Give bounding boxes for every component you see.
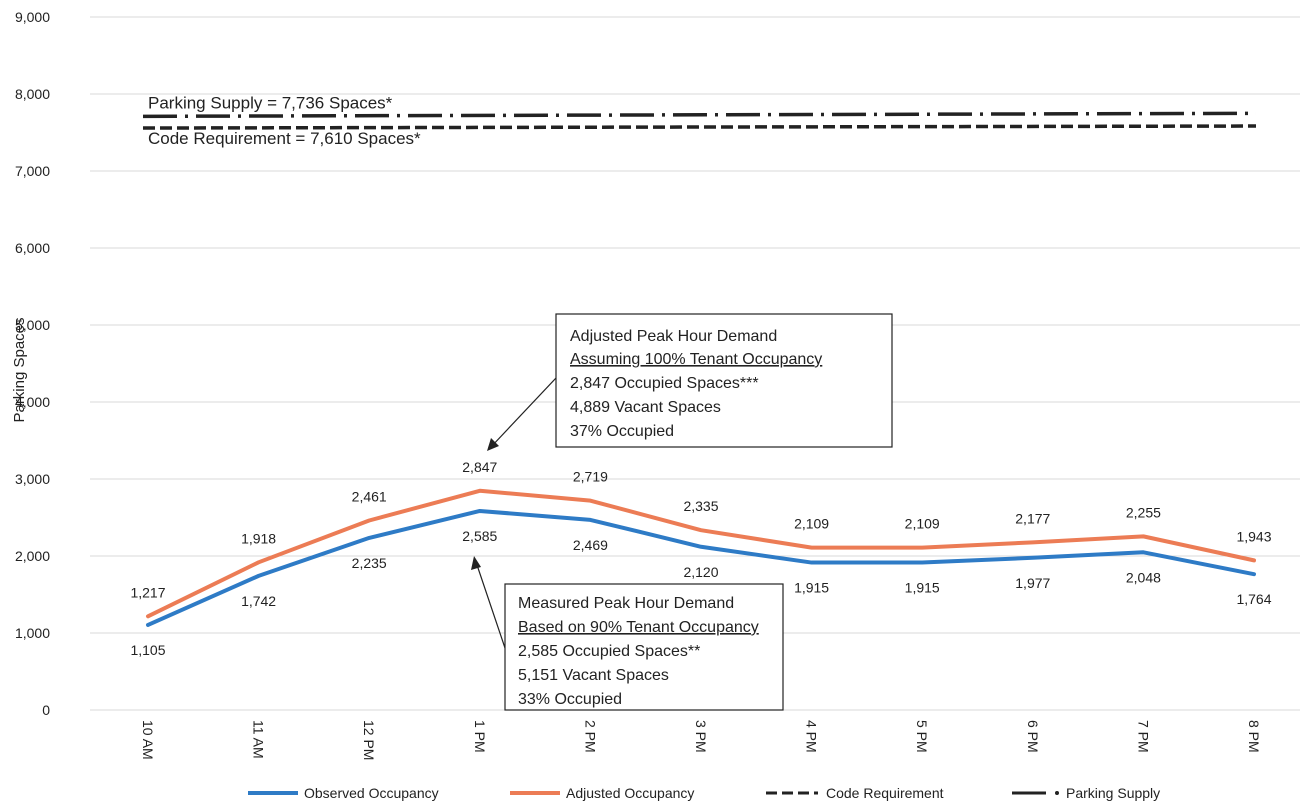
observed-data-label: 2,585: [462, 528, 497, 544]
adjusted-callout-arrowhead: [487, 438, 499, 451]
x-tick-label: 1 PM: [472, 720, 488, 753]
legend-item-parking-supply: Parking Supply: [1012, 785, 1160, 801]
adjusted-data-label: 1,217: [130, 584, 165, 600]
observed-data-label: 1,915: [794, 580, 829, 596]
x-tick-label: 3 PM: [693, 720, 709, 753]
parking-supply-annotation: Parking Supply = 7,736 Spaces*: [148, 93, 393, 112]
x-tick-label: 7 PM: [1135, 720, 1151, 753]
adjusted-demand-callout: Adjusted Peak Hour Demand Assuming 100% …: [487, 313, 893, 451]
adjusted-data-label: 2,461: [352, 489, 387, 505]
adjusted-data-label: 2,177: [1015, 510, 1050, 526]
y-tick-label: 6,000: [15, 240, 50, 256]
adjusted-data-label: 2,109: [905, 516, 940, 532]
y-tick-label: 4,000: [15, 394, 50, 410]
measured-callout-arrow: [475, 561, 506, 649]
measured-callout-box: [504, 583, 784, 711]
adjusted-callout-line: Adjusted Peak Hour Demand: [570, 328, 777, 345]
adjusted-callout-line: Assuming 100% Tenant Occupancy: [570, 351, 822, 368]
measured-callout-line: 33% Occupied: [518, 691, 622, 708]
y-tick-label: 8,000: [15, 86, 50, 102]
y-tick-label: 1,000: [15, 625, 50, 641]
x-tick-label: 10 AM: [140, 720, 156, 760]
observed-data-label: 2,120: [683, 564, 718, 580]
legend-swatch-parking-supply-dot: [1055, 791, 1059, 795]
legend-label-adjusted: Adjusted Occupancy: [566, 785, 694, 801]
observed-data-label: 2,469: [573, 537, 608, 553]
y-tick-label: 2,000: [15, 548, 50, 564]
legend-item-observed: Observed Occupancy: [248, 785, 439, 801]
y-axis-label: Parking Spaces: [11, 317, 28, 422]
legend-label-code-requirement: Code Requirement: [826, 785, 944, 801]
data-labels: 1,217 1,918 2,461 2,847 2,719 2,335 2,109 2,109…: [130, 459, 1271, 658]
measured-callout-line: Measured Peak Hour Demand: [518, 595, 734, 612]
adjusted-occupancy-line: [146, 488, 1256, 619]
legend-item-code-requirement: Code Requirement: [766, 785, 944, 801]
y-axis-ticks: 0 1,000 2,000 3,000 4,000 5,000 6,000 7,000 8,00…: [15, 9, 50, 718]
measured-callout-line: 5,151 Vacant Spaces: [518, 667, 669, 684]
legend: Observed Occupancy Adjusted Occupancy Co…: [248, 785, 1160, 801]
x-tick-label: 5 PM: [914, 720, 930, 753]
adjusted-data-label: 2,335: [683, 498, 718, 514]
x-tick-label: 4 PM: [804, 720, 820, 753]
adjusted-data-label: 2,847: [462, 459, 497, 475]
adjusted-callout-line: 37% Occupied: [570, 423, 674, 440]
y-tick-label: 9,000: [15, 9, 50, 25]
measured-callout-line: 2,585 Occupied Spaces**: [518, 643, 700, 660]
adjusted-data-label: 2,255: [1126, 504, 1161, 520]
code-requirement-line: [142, 124, 1257, 130]
y-tick-label: 3,000: [15, 471, 50, 487]
adjusted-data-label: 2,109: [794, 516, 829, 532]
measured-callout-line: Based on 90% Tenant Occupancy: [518, 619, 759, 636]
x-axis-ticks: 10 AM 11 AM 12 PM 1 PM 2 PM 3 PM 4 PM 5 PM 6 PM 7…: [140, 720, 1262, 760]
parking-supply-line: [142, 111, 1257, 119]
adjusted-data-label: 1,918: [241, 530, 276, 546]
y-tick-label: 7,000: [15, 163, 50, 179]
x-tick-label: 8 PM: [1246, 720, 1262, 753]
adjusted-callout-line: 4,889 Vacant Spaces: [570, 399, 721, 416]
observed-occupancy-line: [146, 508, 1256, 627]
observed-data-label: 1,742: [241, 593, 276, 609]
legend-label-parking-supply: Parking Supply: [1066, 785, 1160, 801]
observed-data-label: 2,235: [352, 555, 387, 571]
reference-lines: Parking Supply = 7,736 Spaces* Code Requi…: [142, 93, 1257, 148]
y-tick-label: 0: [42, 702, 50, 718]
legend-label-observed: Observed Occupancy: [304, 785, 439, 801]
observed-data-label: 2,048: [1126, 569, 1161, 585]
adjusted-callout-box: [555, 313, 893, 448]
legend-item-adjusted: Adjusted Occupancy: [510, 785, 694, 801]
observed-data-label: 1,915: [905, 580, 940, 596]
y-tick-label: 5,000: [15, 317, 50, 333]
observed-data-label: 1,977: [1015, 575, 1050, 591]
series-lines: [146, 488, 1256, 627]
measured-demand-callout: Measured Peak Hour Demand Based on 90% T…: [471, 556, 784, 711]
observed-data-label: 1,764: [1236, 591, 1271, 607]
x-tick-label: 6 PM: [1025, 720, 1041, 753]
measured-callout-arrowhead: [471, 556, 481, 570]
code-requirement-annotation: Code Requirement = 7,610 Spaces*: [148, 129, 421, 148]
adjusted-callout-arrow: [489, 377, 557, 449]
adjusted-data-label: 1,943: [1236, 528, 1271, 544]
adjusted-callout-line: 2,847 Occupied Spaces***: [570, 375, 759, 392]
x-tick-label: 11 AM: [251, 720, 267, 759]
x-tick-label: 2 PM: [582, 720, 598, 753]
adjusted-data-label: 2,719: [573, 469, 608, 485]
observed-data-label: 1,105: [130, 642, 165, 658]
x-tick-label: 12 PM: [361, 720, 377, 760]
